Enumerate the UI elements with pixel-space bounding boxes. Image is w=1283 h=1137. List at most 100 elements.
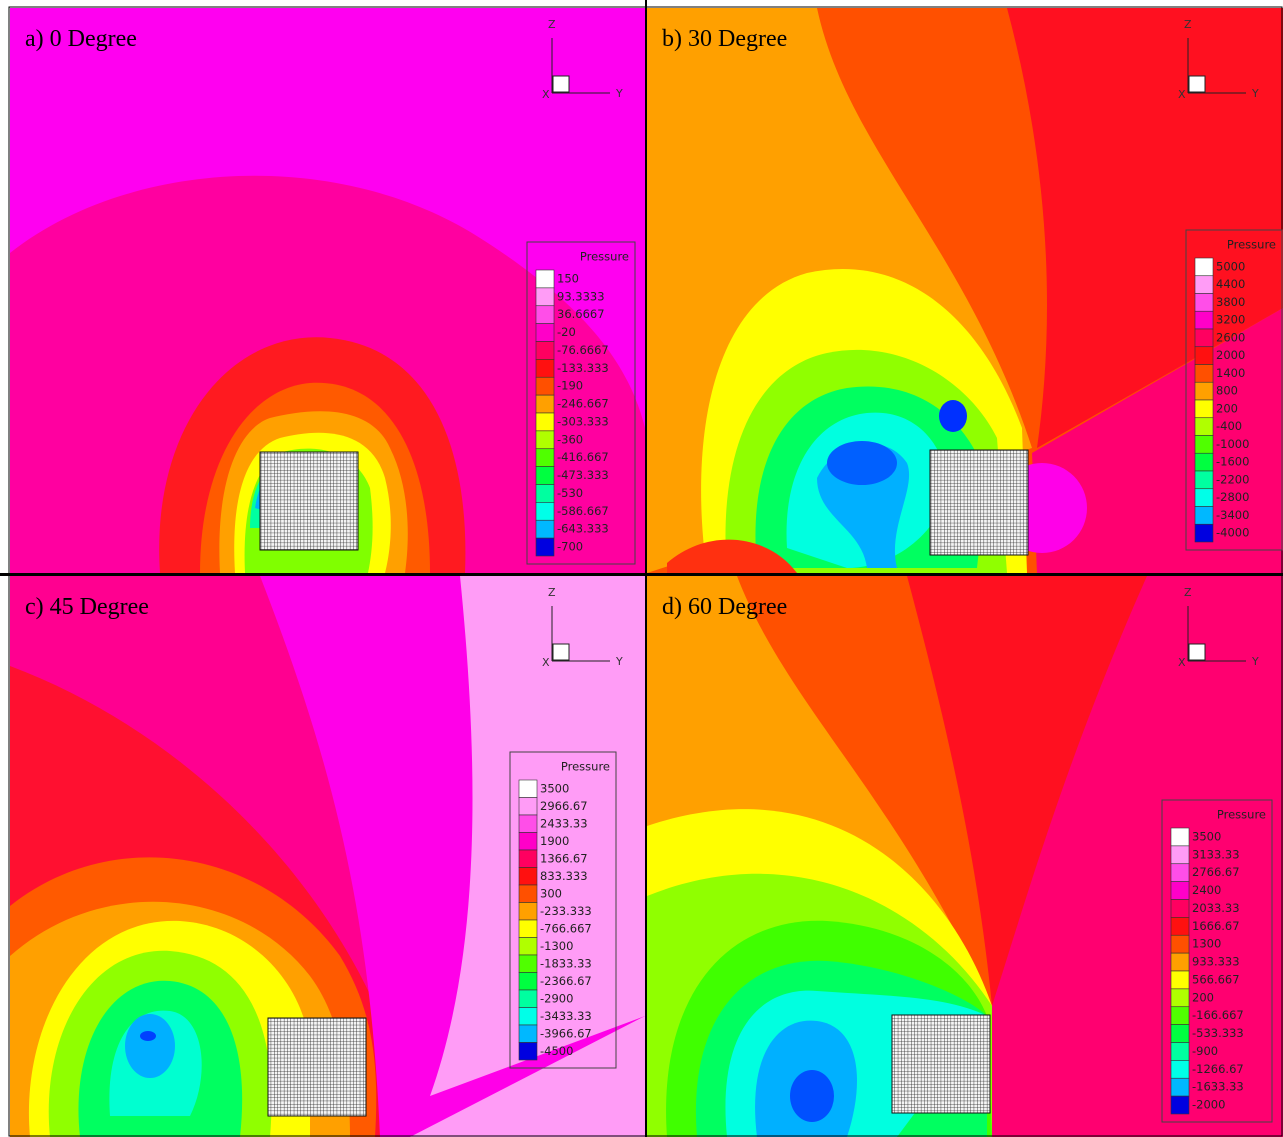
legend-label: 300 — [540, 886, 562, 900]
legend-label: -1833.33 — [540, 956, 592, 970]
legend-label: -700 — [557, 540, 583, 554]
legend-swatch — [535, 519, 555, 539]
legend-swatch — [535, 394, 555, 414]
legend-label: -900 — [1192, 1044, 1218, 1058]
legend-swatch — [1170, 1095, 1190, 1115]
axis-box — [552, 643, 570, 661]
legend-label: 5000 — [1216, 259, 1245, 273]
legend-swatch — [1194, 523, 1214, 543]
axis-box — [1188, 75, 1206, 93]
legend-swatch — [535, 376, 555, 396]
legend-label: -643.333 — [557, 522, 609, 536]
legend-label: -4500 — [540, 1044, 573, 1058]
legend-swatch — [1194, 506, 1214, 525]
legend-label: 36.6667 — [557, 307, 605, 321]
axis-label: Z — [1184, 586, 1192, 599]
axis-label: X — [542, 656, 550, 669]
legend-label: -530 — [557, 486, 583, 500]
legend-label: 2966.67 — [540, 799, 588, 813]
legend-label: 4400 — [1216, 277, 1245, 291]
legend-label: -2000 — [1192, 1098, 1225, 1112]
legend-label: -2366.67 — [540, 974, 592, 988]
legend-swatch — [1170, 952, 1190, 972]
legend-swatch — [535, 412, 555, 432]
legend-box — [509, 751, 617, 1069]
legend-label: -400 — [1216, 419, 1242, 433]
legend-swatch — [1170, 934, 1190, 954]
legend-box — [526, 241, 636, 565]
legend-swatch — [1194, 470, 1214, 490]
legend-label: -76.6667 — [557, 343, 609, 357]
axis-label: X — [1178, 88, 1186, 101]
legend-swatch — [1194, 399, 1214, 419]
legend-swatch — [1194, 328, 1214, 348]
legend-label: -766.667 — [540, 921, 592, 935]
panel-b — [647, 8, 1283, 573]
legend-swatch — [535, 305, 555, 324]
legend-swatch — [535, 448, 555, 467]
panel-title: a) 0 Degree — [25, 26, 137, 52]
legend-swatch — [1170, 988, 1190, 1008]
legend-swatch — [1194, 452, 1214, 472]
legend-label: -3400 — [1216, 508, 1249, 522]
legend-label: 3133.33 — [1192, 847, 1240, 861]
legend-label: 2600 — [1216, 330, 1245, 344]
legend-swatch — [535, 341, 555, 360]
legend-label: 1400 — [1216, 366, 1245, 380]
divider — [0, 573, 1283, 576]
legend-swatch — [1194, 257, 1214, 277]
panel-title: b) 30 Degree — [662, 26, 787, 52]
axis-box — [1188, 643, 1206, 661]
legend-swatch — [535, 537, 555, 557]
legend-label: -2900 — [540, 991, 573, 1005]
legend-swatch — [1194, 293, 1214, 312]
axis-label: Y — [1251, 87, 1259, 100]
legend-swatch — [535, 359, 555, 378]
panel-title: c) 45 Degree — [25, 594, 149, 620]
legend-label: -1300 — [540, 939, 573, 953]
axis-label: Y — [1251, 655, 1259, 668]
legend-label: -190 — [557, 379, 583, 393]
legend-label: -3433.33 — [540, 1009, 592, 1023]
legend-swatch — [1194, 417, 1214, 436]
legend-label: 800 — [1216, 384, 1238, 398]
legend-swatch — [518, 849, 538, 868]
legend-swatch — [1170, 881, 1190, 900]
legend-label: 3500 — [1192, 829, 1221, 843]
legend-label: 1300 — [1192, 937, 1221, 951]
legend-label: 2400 — [1192, 883, 1221, 897]
legend-swatch — [535, 466, 555, 485]
legend-swatch — [518, 814, 538, 833]
legend-swatch — [518, 867, 538, 886]
legend-swatch — [1170, 970, 1190, 990]
legend-swatch — [1194, 275, 1214, 294]
legend-label: -2800 — [1216, 490, 1249, 504]
divider — [645, 0, 647, 1137]
axis-label: X — [542, 88, 550, 101]
panel-title: d) 60 Degree — [662, 594, 787, 620]
legend-swatch — [1194, 381, 1214, 401]
legend-swatch — [1170, 1042, 1190, 1061]
legend-swatch — [1194, 310, 1214, 330]
legend-swatch — [1194, 488, 1214, 507]
legend-swatch — [518, 1024, 538, 1043]
legend-swatch — [1170, 899, 1190, 918]
legend-label: -20 — [557, 325, 576, 339]
legend-swatch — [535, 287, 555, 307]
legend-swatch — [1170, 917, 1190, 936]
legend-swatch — [1170, 863, 1190, 882]
legend-label: -360 — [557, 432, 583, 446]
legend-label: 200 — [1192, 990, 1214, 1004]
legend-swatch — [518, 989, 538, 1008]
legend-swatch — [1170, 1077, 1190, 1097]
legend-label: -246.667 — [557, 397, 609, 411]
legend-box — [1185, 229, 1283, 551]
legend-swatch — [1170, 1060, 1190, 1079]
legend-label: 3500 — [540, 781, 569, 795]
legend-swatch — [1194, 364, 1214, 383]
legend-swatch — [518, 937, 538, 956]
legend-swatch — [518, 797, 538, 816]
legend-label: -3966.67 — [540, 1026, 592, 1040]
legend-swatch — [518, 832, 538, 851]
